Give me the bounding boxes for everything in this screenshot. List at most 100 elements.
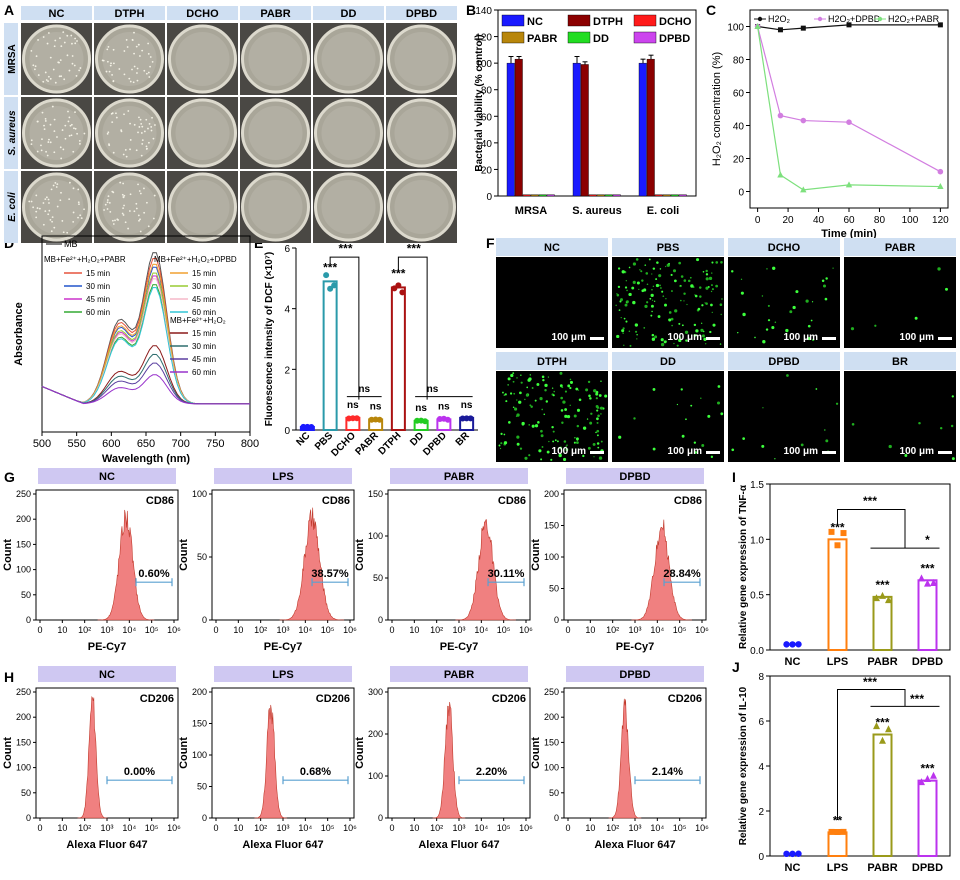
- fluorescent-cell: [825, 277, 828, 280]
- colony: [108, 70, 111, 73]
- colony: [121, 193, 124, 196]
- data-point: [846, 22, 852, 28]
- marker-label: CD86: [498, 495, 526, 507]
- fluorescent-cell: [631, 286, 635, 290]
- colony: [146, 147, 148, 150]
- scale-bar-label: 100 μm: [668, 446, 703, 457]
- colony: [83, 132, 86, 135]
- fluorescent-cell: [623, 317, 626, 320]
- colony: [46, 154, 49, 157]
- histogram-title: PABR: [444, 669, 474, 681]
- fluorescent-cell: [595, 397, 598, 400]
- colony: [47, 198, 50, 201]
- fluorescent-cell: [665, 298, 667, 300]
- micrograph: [496, 371, 608, 462]
- data-point: [777, 27, 783, 33]
- plate-row-header: [4, 23, 18, 95]
- data-point: [467, 415, 474, 422]
- colony: [70, 134, 73, 137]
- histogram-title: NC: [99, 471, 115, 483]
- colony: [112, 48, 115, 51]
- image-title: BR: [892, 356, 908, 368]
- scale-bar-label: 100 μm: [900, 446, 935, 457]
- colony: [68, 69, 71, 72]
- legend-marker: [877, 16, 883, 22]
- colony: [129, 80, 132, 83]
- fluorescent-cell: [685, 418, 687, 421]
- fluorescent-cell: [851, 422, 855, 426]
- fluorescent-cell: [705, 277, 709, 281]
- significance-label: ns: [370, 401, 382, 412]
- fluorescent-cell: [559, 371, 563, 375]
- fluorescent-cell: [547, 376, 549, 378]
- gate-percent: 2.14%: [652, 766, 683, 778]
- colony: [77, 188, 80, 191]
- colony: [72, 211, 75, 214]
- colony: [67, 120, 70, 123]
- fluorescent-cell: [904, 454, 908, 457]
- legend-swatch: [501, 31, 525, 44]
- colony: [111, 74, 113, 76]
- y-tick-label: 0: [378, 615, 383, 625]
- colony: [32, 64, 35, 67]
- x-tick-label: 10⁶: [519, 823, 533, 833]
- colony: [47, 80, 49, 83]
- y-axis-label: Relative gene expression of IL-10: [738, 686, 749, 845]
- y-tick-label: 150: [192, 719, 207, 729]
- y-tick-label: 0.0: [750, 646, 764, 657]
- colony: [114, 219, 116, 222]
- x-tick-label: NC: [294, 430, 312, 448]
- colony: [68, 181, 71, 184]
- fluorescent-cell: [664, 303, 667, 307]
- fluorescent-cell: [821, 279, 825, 283]
- colony: [127, 227, 130, 230]
- fluorescent-cell: [531, 424, 535, 428]
- legend-swatch: [567, 31, 591, 44]
- x-tick-label: 0: [389, 625, 394, 635]
- agar-plate-inner: [321, 180, 376, 234]
- colony: [59, 146, 62, 149]
- fluorescent-cell: [655, 283, 660, 288]
- legend-label: 15 min: [192, 329, 216, 338]
- fluorescent-cell: [711, 261, 714, 264]
- fluorescent-cell: [657, 315, 661, 318]
- colony: [49, 123, 52, 126]
- fluorescent-cell: [512, 380, 515, 383]
- panel-label-c: C: [706, 2, 716, 18]
- scale-bar-label: 100 μm: [784, 332, 819, 343]
- spectrum-line-12: [41, 374, 250, 405]
- fluorescent-cell: [500, 432, 503, 435]
- colony: [145, 118, 148, 121]
- x-tick-label: PABR: [867, 862, 897, 874]
- data-point: [399, 289, 406, 296]
- fluorescent-cell: [643, 288, 647, 292]
- colony: [140, 122, 143, 125]
- y-tick-label: 200: [368, 729, 383, 739]
- colony: [40, 149, 43, 152]
- colony: [49, 77, 52, 80]
- fluorescent-cell: [552, 394, 555, 397]
- colony: [70, 123, 73, 126]
- fluorescent-cell: [598, 394, 602, 397]
- fluorescent-cell: [699, 295, 702, 298]
- fluorescent-cell: [499, 447, 502, 450]
- fluorescent-cell: [566, 444, 568, 446]
- colony: [149, 65, 151, 68]
- image-title: PBS: [657, 242, 680, 254]
- plot-frame: [749, 9, 949, 209]
- fluorescent-cell: [650, 314, 653, 317]
- legend-label: DPBD: [659, 33, 690, 45]
- colony: [44, 120, 47, 122]
- colony: [59, 37, 61, 40]
- colony: [147, 71, 150, 74]
- plate-column-header: [94, 6, 165, 20]
- colony: [140, 132, 143, 134]
- fluorescent-cell: [772, 266, 776, 270]
- fluorescent-cell: [754, 336, 756, 339]
- fluorescent-cell: [835, 402, 839, 405]
- fluorescent-cell: [596, 429, 600, 433]
- bracket: [837, 508, 906, 549]
- fluorescent-cell: [690, 404, 693, 407]
- plate-column-label: DD: [341, 8, 357, 20]
